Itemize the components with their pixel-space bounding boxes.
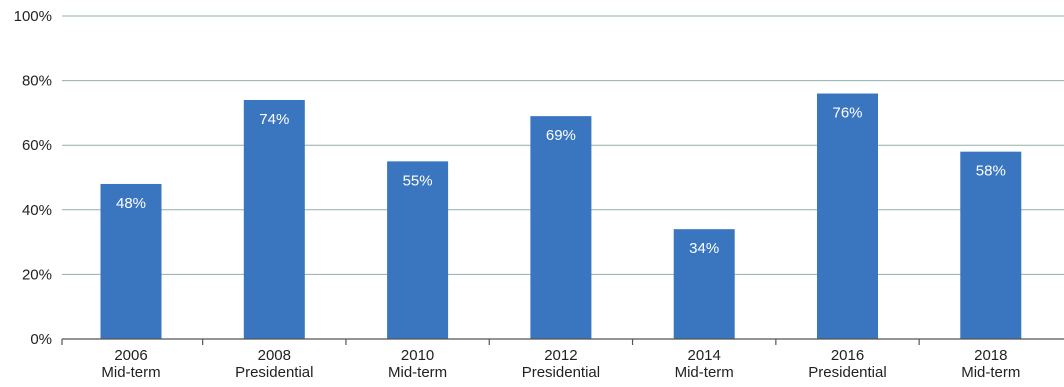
bar-value-label: 55%: [403, 172, 433, 189]
bar-value-label: 34%: [689, 240, 719, 257]
x-tick-label: 2008 Presidential: [235, 347, 313, 381]
x-tick-label: 2014 Mid-term: [675, 347, 734, 381]
y-tick-label: 0%: [30, 331, 52, 348]
bar-2016: [817, 93, 878, 340]
y-tick-label: 80%: [22, 73, 52, 90]
bar-2008: [243, 99, 305, 339]
bar-value-label: 74%: [259, 111, 289, 128]
bar-2006: [100, 183, 162, 339]
x-tick-label: 2006 Mid-term: [101, 347, 160, 381]
bar-2018: [960, 151, 1022, 339]
bar-value-label: 58%: [976, 163, 1006, 180]
y-tick-label: 20%: [22, 266, 52, 283]
x-tick-label: 2016 Presidential: [808, 347, 886, 381]
y-tick-label: 100%: [14, 8, 52, 25]
bar-value-label: 76%: [832, 105, 862, 122]
bar-2014: [673, 229, 735, 339]
x-tick-label: 2010 Mid-term: [388, 347, 447, 381]
y-tick-label: 40%: [22, 202, 52, 219]
x-tick-label: 2012 Presidential: [522, 347, 600, 381]
y-tick-label: 60%: [22, 137, 52, 154]
x-tick-label: 2018 Mid-term: [961, 347, 1020, 381]
bar-2012: [530, 116, 592, 339]
bar-2010: [387, 161, 449, 339]
bar-value-label: 69%: [546, 127, 576, 144]
bar-value-label: 48%: [116, 195, 146, 212]
